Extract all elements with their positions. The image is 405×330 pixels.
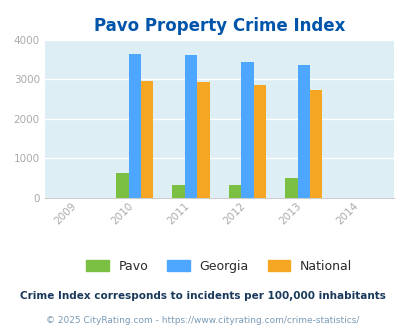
Bar bbox=[184, 55, 197, 198]
Legend: Pavo, Georgia, National: Pavo, Georgia, National bbox=[81, 255, 356, 278]
Bar bbox=[309, 90, 322, 198]
Title: Pavo Property Crime Index: Pavo Property Crime Index bbox=[93, 17, 344, 35]
Bar bbox=[116, 174, 128, 198]
Bar bbox=[284, 178, 297, 198]
Bar bbox=[241, 62, 253, 198]
Bar bbox=[128, 54, 141, 198]
Bar bbox=[297, 65, 309, 198]
Bar bbox=[197, 82, 209, 198]
Bar bbox=[228, 184, 241, 198]
Text: © 2025 CityRating.com - https://www.cityrating.com/crime-statistics/: © 2025 CityRating.com - https://www.city… bbox=[46, 316, 359, 325]
Bar bbox=[172, 184, 184, 198]
Bar bbox=[253, 85, 265, 198]
Text: Crime Index corresponds to incidents per 100,000 inhabitants: Crime Index corresponds to incidents per… bbox=[20, 291, 385, 301]
Bar bbox=[141, 81, 153, 198]
